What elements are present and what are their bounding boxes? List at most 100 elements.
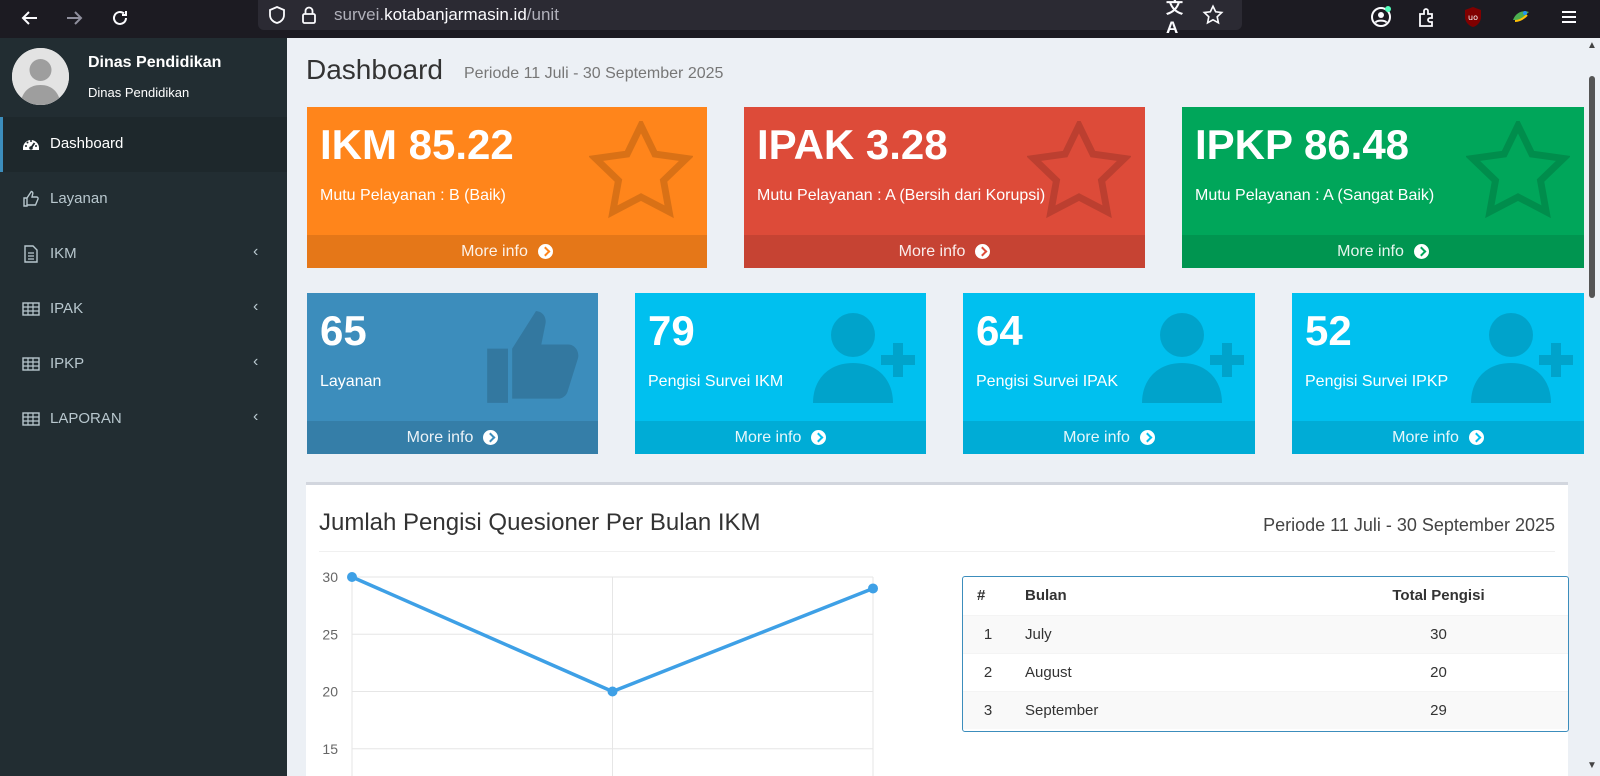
scrollbar[interactable]: ▲ ▼ [1584, 38, 1600, 776]
chevron-left-icon: ‹ [253, 298, 259, 315]
y-tick-label: 25 [322, 626, 338, 642]
table-header-row: # Bulan Total Pengisi [963, 577, 1568, 615]
page-title: Dashboard [306, 54, 443, 85]
arrow-circle-right-icon [1413, 244, 1429, 259]
chevron-left-icon: ‹ [253, 353, 259, 370]
y-tick-label: 30 [322, 569, 338, 585]
arrow-circle-right-icon [811, 430, 827, 445]
more-info-link[interactable]: More info [963, 421, 1255, 454]
sidebar-item-ipkp[interactable]: IPKP ‹ [0, 337, 287, 392]
table-cell: August [1013, 652, 1309, 691]
stat-value: 79 [648, 307, 695, 354]
star-icon [1025, 117, 1133, 226]
stat-label: Mutu Pelayanan : B (Baik) [320, 187, 506, 204]
more-info-link[interactable]: More info [1182, 235, 1584, 268]
url-bar[interactable]: survei.kotabanjarmasin.id/unit 文A [258, 0, 1242, 37]
panel-period: Periode 11 Juli - 30 September 2025 [1263, 515, 1555, 535]
chart-panel: Jumlah Pengisi Quesioner Per Bulan IKM P… [306, 482, 1569, 776]
divider [319, 551, 1555, 552]
table-cell: September [1013, 690, 1309, 729]
table-row: 1 July 30 [963, 614, 1568, 653]
menu-icon[interactable] [1556, 4, 1582, 30]
extensions-icon[interactable] [1414, 4, 1440, 30]
avatar [12, 48, 69, 105]
reload-icon[interactable] [106, 4, 134, 32]
table-cell: July [1013, 614, 1309, 653]
table-cell: 20 [1309, 652, 1568, 691]
arrow-circle-right-icon [483, 430, 499, 445]
data-table: # Bulan Total Pengisi 1 July 30 2 August… [962, 576, 1569, 732]
stat-label: Pengisi Survei IKM [648, 373, 784, 390]
layanan-stat-box: 65 Layanan More info [307, 293, 598, 454]
arrow-circle-right-icon [1139, 430, 1155, 445]
more-info-link[interactable]: More info [744, 235, 1145, 268]
scroll-up-icon[interactable]: ▲ [1587, 40, 1597, 51]
file-icon [22, 245, 40, 263]
table-icon [22, 355, 40, 373]
sidebar-item-laporan[interactable]: LAPORAN ‹ [0, 392, 287, 447]
user-plus-icon [1471, 311, 1575, 408]
y-tick-label: 15 [322, 741, 338, 757]
stat-value: 64 [976, 307, 1023, 354]
ipkp-stat-box: IPKP 86.48 Mutu Pelayanan : A (Sangat Ba… [1182, 107, 1584, 268]
user-role: Dinas Pendidikan [88, 85, 190, 100]
column-header: Bulan [1025, 587, 1067, 605]
thumbs-up-icon [483, 305, 583, 414]
star-icon [1464, 117, 1572, 226]
more-info-link[interactable]: More info [307, 235, 707, 268]
more-info-link[interactable]: More info [307, 421, 598, 454]
arrow-circle-right-icon [1468, 430, 1484, 445]
ublock-icon[interactable]: uo [1460, 4, 1486, 30]
line-chart: 30 25 20 15 [322, 569, 878, 776]
sidebar-item-layanan[interactable]: Layanan [0, 172, 287, 227]
extension-icon[interactable] [1508, 4, 1534, 30]
table-icon [22, 300, 40, 318]
sidebar-item-ipak[interactable]: IPAK ‹ [0, 282, 287, 337]
more-info-link[interactable]: More info [635, 421, 926, 454]
column-header: # [977, 587, 986, 605]
account-icon[interactable] [1368, 4, 1394, 30]
data-point[interactable] [347, 572, 357, 582]
url-text[interactable]: survei.kotabanjarmasin.id/unit [334, 5, 559, 24]
dashboard-icon [22, 135, 40, 153]
star-icon [587, 117, 695, 226]
sidebar-item-dashboard[interactable]: Dashboard [0, 117, 287, 172]
y-tick-label: 20 [322, 684, 338, 700]
stat-value: IPKP 86.48 [1195, 121, 1410, 168]
scroll-thumb[interactable] [1589, 76, 1595, 298]
data-point[interactable] [868, 583, 878, 594]
sidebar-item-label: IKM [50, 245, 77, 262]
browser-toolbar: survei.kotabanjarmasin.id/unit 文A uo [0, 0, 1600, 38]
scroll-down-icon[interactable]: ▼ [1587, 760, 1597, 771]
lock-icon[interactable] [296, 2, 322, 28]
table-cell: 1 [963, 614, 1013, 653]
forward-arrow-icon[interactable] [60, 4, 88, 32]
back-arrow-icon[interactable] [16, 4, 44, 32]
translate-icon[interactable]: 文A [1166, 0, 1183, 37]
stat-value: IPAK 3.28 [757, 121, 948, 168]
data-point[interactable] [607, 686, 618, 697]
sidebar-item-label: IPKP [50, 355, 85, 372]
table-cell: 29 [1309, 690, 1568, 729]
arrow-circle-right-icon [975, 244, 991, 259]
sidebar-item-label: Layanan [50, 190, 108, 207]
user-plus-icon [1142, 311, 1246, 408]
sidebar-item-label: IPAK [50, 300, 84, 317]
ikm-stat-box: IKM 85.22 Mutu Pelayanan : B (Baik) More… [307, 107, 707, 268]
pengisi-ikm-stat-box: 79 Pengisi Survei IKM More info [635, 293, 926, 454]
pengisi-ipkp-stat-box: 52 Pengisi Survei IPKP More info [1292, 293, 1584, 454]
panel-title: Jumlah Pengisi Quesioner Per Bulan IKM [319, 509, 761, 536]
sidebar-item-ikm[interactable]: IKM ‹ [0, 227, 287, 282]
stat-value: 52 [1305, 307, 1352, 354]
shield-icon[interactable] [264, 2, 290, 28]
bookmark-star-icon[interactable] [1200, 2, 1226, 28]
main-content: Dashboard Periode 11 Juli - 30 September… [287, 38, 1584, 776]
user-plus-icon [813, 311, 917, 408]
table-cell: 30 [1309, 614, 1568, 653]
chevron-left-icon: ‹ [253, 243, 259, 260]
page-period: Periode 11 Juli - 30 September 2025 [464, 65, 724, 82]
user-name: Dinas Pendidikan [88, 54, 222, 71]
sidebar: Dinas Pendidikan Dinas Pendidikan Dashbo… [0, 38, 287, 776]
more-info-link[interactable]: More info [1292, 421, 1584, 454]
table-cell: 3 [963, 690, 1013, 729]
